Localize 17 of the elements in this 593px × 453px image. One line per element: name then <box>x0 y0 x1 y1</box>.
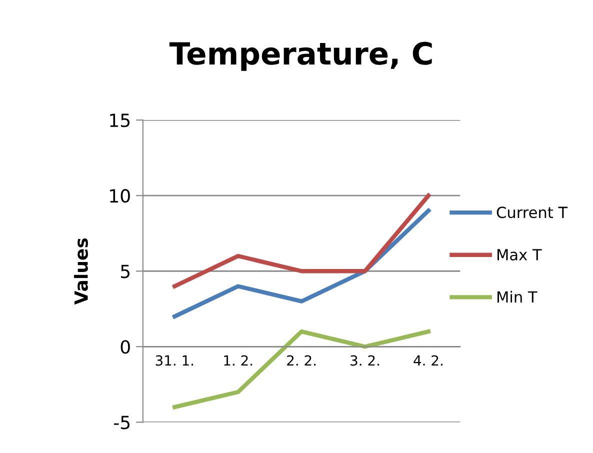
x-tick-label: 2. 2. <box>287 355 316 366</box>
legend-label: Min T <box>498 290 538 303</box>
x-tick-label: 4. 2. <box>414 355 442 366</box>
y-tick-label: -5 <box>114 416 130 430</box>
x-tick-label: 31. 1. <box>156 355 194 366</box>
line-series <box>172 208 431 319</box>
legend-label: Max T <box>498 249 542 260</box>
x-tick-label: 1. 2. <box>224 355 252 366</box>
y-tick-label: 15 <box>110 114 130 128</box>
y-tick-label: 5 <box>121 264 130 278</box>
y-tick-label: 10 <box>110 189 130 203</box>
x-tick-label: 3. 2. <box>350 355 379 366</box>
chart-title: Temperature, C <box>169 42 432 71</box>
line-series <box>172 194 431 288</box>
y-tick-label: 0 <box>120 340 130 354</box>
legend-label: Current T <box>496 206 568 218</box>
y-axis-title: Values <box>74 238 88 305</box>
